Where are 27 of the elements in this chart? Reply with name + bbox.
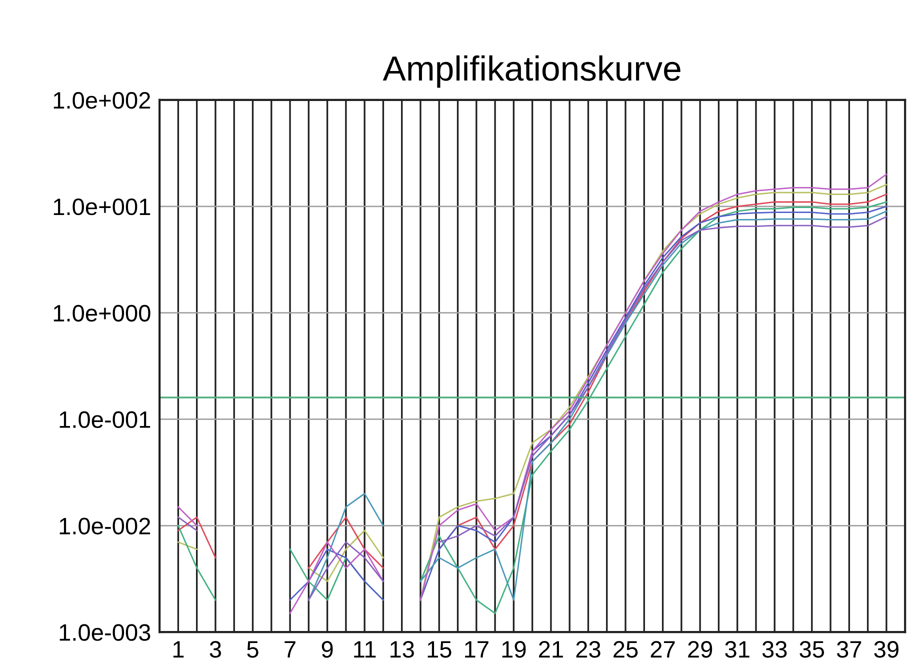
y-tick-label: 1.0e-002 xyxy=(60,518,150,534)
x-tick-label: 23 xyxy=(576,641,600,658)
y-tick-label: 1.0e-003 xyxy=(60,624,150,641)
x-tick-label: 25 xyxy=(614,641,638,658)
x-tick-label: 29 xyxy=(688,641,712,658)
x-tick-label: 21 xyxy=(539,641,563,658)
y-tick-label: 1.0e+002 xyxy=(54,92,150,109)
y-tick-label: 1.0e+000 xyxy=(54,304,150,322)
x-tick-label: 11 xyxy=(354,641,376,658)
x-tick-label: 3 xyxy=(210,641,221,658)
x-tick-label: 15 xyxy=(428,641,452,658)
x-tick-label: 19 xyxy=(502,641,526,658)
x-tick-label: 7 xyxy=(284,641,296,658)
y-tick-label: 1.0e-001 xyxy=(60,411,150,428)
x-tick-label: 27 xyxy=(650,641,675,658)
x-tick-label: 35 xyxy=(800,641,824,658)
x-tick-label: 1 xyxy=(173,641,184,658)
x-tick-label: 13 xyxy=(390,641,414,658)
x-tick-label: 9 xyxy=(322,641,333,658)
x-tick-label: 37 xyxy=(836,641,862,658)
x-tick-label: 39 xyxy=(874,641,898,658)
chart-title: Amplifikationskurve xyxy=(382,55,680,88)
x-tick-label: 17 xyxy=(465,641,488,658)
x-tick-label: 5 xyxy=(247,641,258,658)
y-tick-label: 1.0e+001 xyxy=(54,198,150,216)
x-tick-label: 31 xyxy=(725,641,750,658)
x-tick-label: 33 xyxy=(762,641,787,658)
